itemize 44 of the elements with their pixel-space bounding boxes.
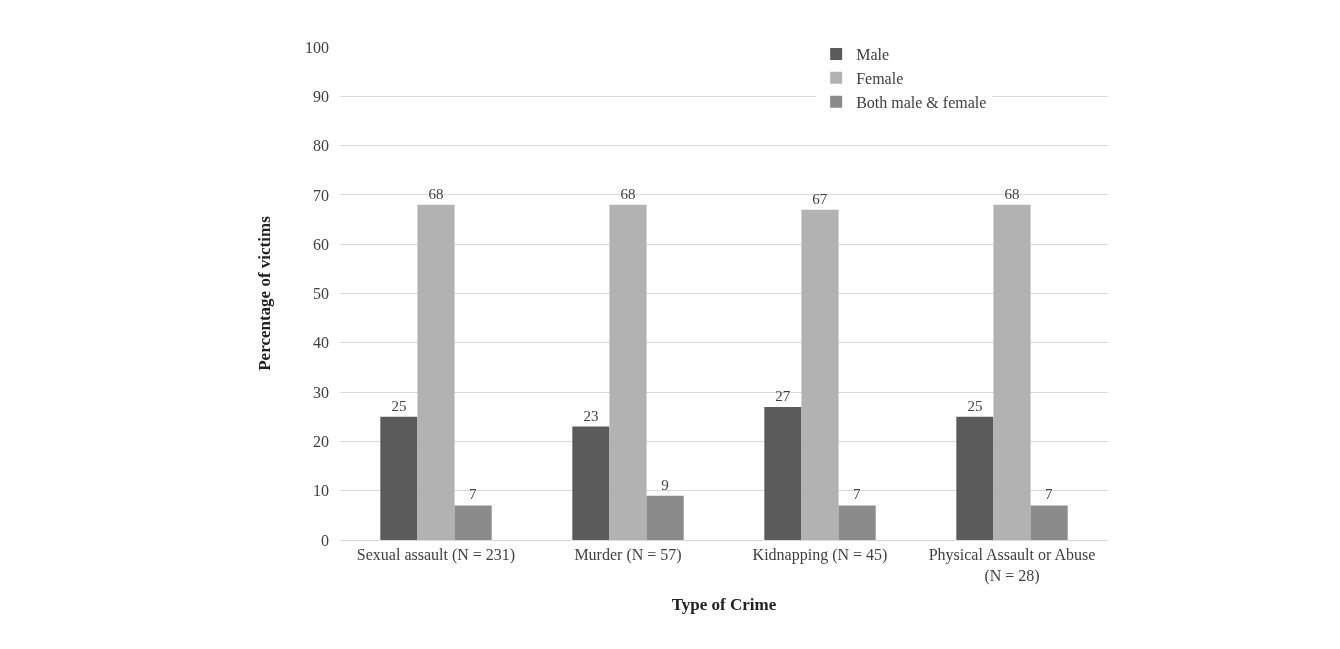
bar [801, 209, 839, 540]
data-label: 25 [391, 397, 407, 414]
legend-label: Male [856, 46, 890, 64]
y-tick-label: 70 [313, 186, 329, 204]
bar [764, 406, 802, 540]
y-tick-label: 10 [313, 482, 329, 500]
x-tick-label: Sexual assault (N = 231) [356, 546, 516, 565]
bar [417, 204, 455, 540]
data-label: 68 [428, 185, 444, 202]
y-tick-label: 90 [313, 87, 329, 105]
data-label: 25 [967, 397, 983, 414]
bar [380, 416, 418, 540]
data-label: 7 [469, 486, 478, 503]
x-tick-label: Physical Assault or Abuse (N = 28) [928, 546, 1096, 585]
y-tick-label: 80 [313, 137, 329, 155]
data-label: 23 [583, 407, 599, 424]
legend-label: Both male & female [856, 93, 987, 111]
bar [646, 495, 684, 540]
bar [956, 416, 994, 540]
y-tick-label: 40 [313, 334, 329, 352]
bar [454, 505, 492, 540]
bar [609, 204, 647, 540]
y-tick-label: 20 [313, 433, 329, 450]
y-tick-label: 0 [321, 531, 329, 549]
x-axis-title: Type of Crime [671, 595, 777, 615]
data-label: 67 [812, 190, 828, 207]
data-label: 7 [853, 486, 862, 503]
data-label: 68 [620, 185, 636, 202]
data-label: 9 [661, 476, 669, 493]
data-label: 7 [1045, 486, 1054, 503]
y-tick-label: 100 [305, 38, 329, 56]
data-label: 68 [1004, 185, 1020, 202]
x-tick-label: Kidnapping (N = 45) [752, 546, 888, 565]
data-label: 27 [775, 387, 791, 404]
y-tick-label: 60 [313, 235, 329, 253]
x-tick-label: Murder (N = 57) [574, 546, 682, 565]
y-tick-label: 50 [313, 285, 329, 303]
bar [1030, 505, 1068, 540]
bar [838, 505, 876, 540]
bar [572, 426, 610, 540]
legend-label: Female [856, 70, 904, 88]
bar [993, 204, 1031, 540]
y-tick-label: 30 [313, 383, 329, 401]
y-axis-title: Percentage of victims [254, 215, 274, 371]
